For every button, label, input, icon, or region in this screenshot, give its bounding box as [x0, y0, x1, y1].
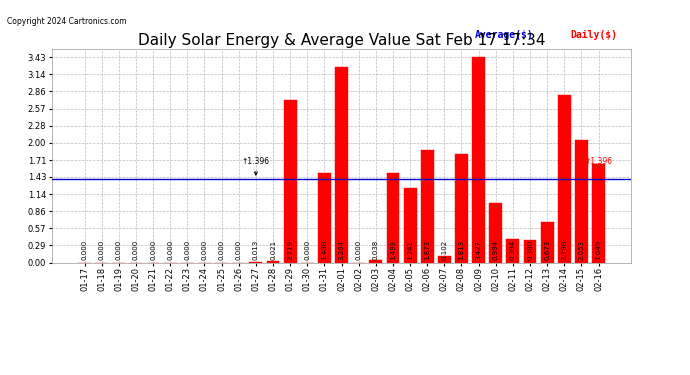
Text: 0.102: 0.102 — [442, 240, 447, 260]
Text: ↑1.396: ↑1.396 — [241, 157, 270, 175]
Text: 0.000: 0.000 — [236, 240, 241, 260]
Text: 3.427: 3.427 — [475, 240, 482, 260]
Text: Daily($): Daily($) — [571, 30, 618, 40]
Text: 0.000: 0.000 — [150, 240, 156, 260]
Bar — [284, 100, 297, 262]
Text: Average($): Average($) — [475, 30, 533, 40]
Bar — [489, 203, 502, 262]
Bar — [335, 67, 348, 262]
Text: 1.813: 1.813 — [458, 240, 464, 260]
Text: 0.013: 0.013 — [253, 240, 259, 260]
Bar — [472, 57, 485, 262]
Text: 0.000: 0.000 — [201, 240, 208, 260]
Text: ↑1.396: ↑1.396 — [584, 157, 613, 175]
Bar — [421, 150, 433, 262]
Bar — [541, 222, 553, 262]
Text: 1.873: 1.873 — [424, 240, 431, 260]
Text: 0.000: 0.000 — [133, 240, 139, 260]
Text: 0.994: 0.994 — [493, 240, 499, 260]
Bar — [266, 261, 279, 262]
Bar — [592, 164, 605, 262]
Bar — [524, 240, 536, 262]
Bar — [455, 154, 468, 262]
Text: 0.000: 0.000 — [184, 240, 190, 260]
Text: 0.380: 0.380 — [527, 240, 533, 260]
Text: 0.000: 0.000 — [116, 240, 122, 260]
Text: 2.053: 2.053 — [578, 240, 584, 260]
Text: 1.488: 1.488 — [322, 240, 328, 260]
Bar — [575, 140, 588, 262]
Bar — [438, 256, 451, 262]
Title: Daily Solar Energy & Average Value Sat Feb 17 17:34: Daily Solar Energy & Average Value Sat F… — [138, 33, 545, 48]
Bar — [506, 239, 520, 262]
Text: 0.673: 0.673 — [544, 240, 550, 260]
Bar — [369, 260, 382, 262]
Text: 2.798: 2.798 — [561, 240, 567, 260]
Bar — [386, 173, 400, 262]
Text: 2.719: 2.719 — [287, 240, 293, 260]
Text: 0.000: 0.000 — [355, 240, 362, 260]
Text: 1.499: 1.499 — [390, 240, 396, 260]
Text: 0.000: 0.000 — [219, 240, 225, 260]
Text: 1.241: 1.241 — [407, 240, 413, 260]
Bar — [318, 173, 331, 262]
Text: 0.000: 0.000 — [99, 240, 105, 260]
Text: 0.021: 0.021 — [270, 240, 276, 260]
Text: 0.000: 0.000 — [304, 240, 310, 260]
Text: Copyright 2024 Cartronics.com: Copyright 2024 Cartronics.com — [7, 17, 126, 26]
Text: 1.649: 1.649 — [595, 240, 602, 260]
Text: 0.000: 0.000 — [81, 240, 88, 260]
Text: 0.038: 0.038 — [373, 240, 379, 260]
Bar — [558, 95, 571, 262]
Text: 3.264: 3.264 — [339, 240, 344, 260]
Bar — [404, 188, 417, 262]
Text: 0.000: 0.000 — [167, 240, 173, 260]
Text: 0.394: 0.394 — [510, 240, 516, 260]
